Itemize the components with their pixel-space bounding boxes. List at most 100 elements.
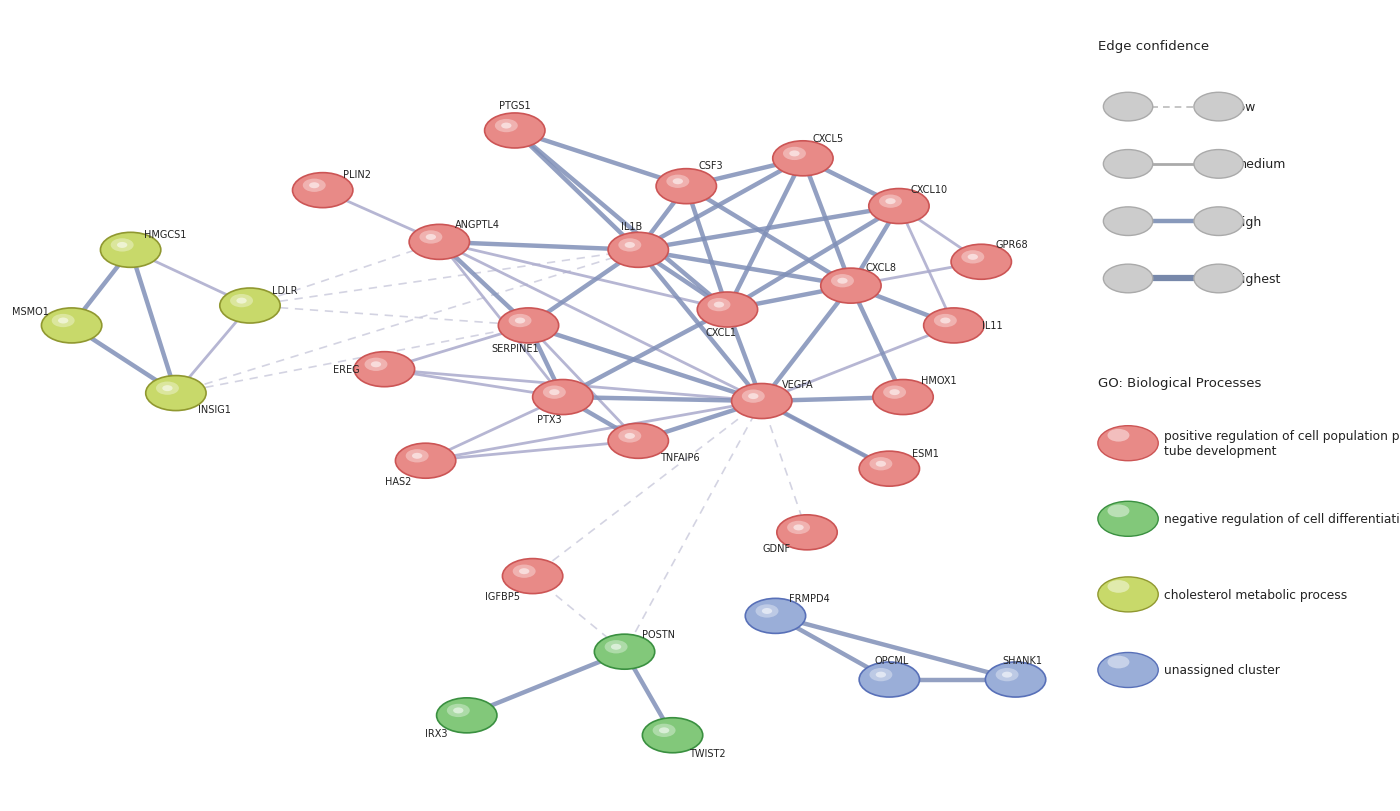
Circle shape	[773, 142, 833, 177]
Circle shape	[515, 318, 525, 324]
Circle shape	[1098, 426, 1158, 461]
Circle shape	[512, 564, 536, 578]
Circle shape	[876, 461, 886, 467]
Circle shape	[1194, 150, 1243, 179]
Circle shape	[1107, 504, 1130, 517]
Circle shape	[111, 239, 133, 252]
Text: TNFAIP6: TNFAIP6	[659, 453, 699, 462]
Text: high: high	[1235, 216, 1263, 229]
Circle shape	[714, 303, 724, 308]
Circle shape	[447, 704, 470, 717]
Circle shape	[790, 151, 799, 157]
Circle shape	[1194, 93, 1243, 122]
Text: negative regulation of cell differentiation: negative regulation of cell differentiat…	[1163, 513, 1400, 526]
Text: HAS2: HAS2	[385, 476, 412, 486]
Circle shape	[42, 308, 102, 344]
Circle shape	[101, 233, 161, 268]
Text: MSMO1: MSMO1	[13, 307, 49, 317]
Circle shape	[624, 242, 636, 249]
Circle shape	[783, 148, 806, 161]
Text: IGFBP5: IGFBP5	[484, 591, 519, 601]
Circle shape	[794, 525, 804, 530]
Circle shape	[619, 430, 641, 443]
Circle shape	[155, 382, 179, 395]
Text: ESM1: ESM1	[911, 448, 938, 458]
Text: low: low	[1235, 101, 1256, 114]
Circle shape	[437, 698, 497, 733]
Circle shape	[354, 352, 414, 387]
Text: INSIG1: INSIG1	[197, 405, 231, 414]
Text: VEGFA: VEGFA	[781, 379, 813, 389]
Text: unassigned cluster: unassigned cluster	[1163, 663, 1280, 676]
Circle shape	[748, 393, 759, 400]
Circle shape	[666, 175, 689, 189]
Circle shape	[986, 663, 1046, 697]
Circle shape	[118, 242, 127, 249]
Circle shape	[1103, 93, 1152, 122]
Circle shape	[762, 608, 773, 614]
Circle shape	[624, 433, 636, 440]
Circle shape	[1098, 653, 1158, 688]
Circle shape	[426, 234, 435, 241]
Circle shape	[787, 521, 811, 534]
Circle shape	[1194, 208, 1243, 236]
Text: cholesterol metabolic process: cholesterol metabolic process	[1163, 588, 1347, 601]
Circle shape	[608, 233, 668, 268]
Text: PLIN2: PLIN2	[343, 170, 371, 180]
Text: IRX3: IRX3	[426, 728, 448, 738]
Text: CSF3: CSF3	[699, 161, 724, 171]
Circle shape	[230, 294, 253, 308]
Circle shape	[503, 559, 563, 594]
Circle shape	[420, 231, 442, 244]
Circle shape	[532, 380, 594, 415]
Circle shape	[610, 644, 622, 650]
Circle shape	[1098, 502, 1158, 537]
Circle shape	[777, 515, 837, 550]
Circle shape	[756, 604, 778, 618]
Circle shape	[869, 189, 930, 225]
Circle shape	[732, 384, 792, 419]
Text: HMGCS1: HMGCS1	[144, 230, 186, 239]
Circle shape	[652, 723, 676, 737]
Circle shape	[707, 298, 731, 312]
Circle shape	[659, 727, 669, 733]
Circle shape	[837, 278, 847, 285]
Circle shape	[889, 389, 900, 396]
Text: positive regulation of cell population proliferation /
tube development: positive regulation of cell population p…	[1163, 430, 1400, 457]
Circle shape	[619, 239, 641, 252]
Text: medium: medium	[1235, 158, 1287, 171]
Text: SERPINE1: SERPINE1	[491, 343, 539, 354]
Circle shape	[742, 390, 764, 403]
Circle shape	[484, 114, 545, 148]
Text: EREG: EREG	[333, 365, 360, 375]
Text: GO: Biological Processes: GO: Biological Processes	[1098, 376, 1261, 389]
Text: GPR68: GPR68	[995, 240, 1028, 250]
Text: IL1B: IL1B	[620, 221, 643, 232]
Circle shape	[832, 275, 854, 288]
Circle shape	[745, 599, 805, 633]
Text: IL11: IL11	[981, 321, 1002, 331]
Circle shape	[657, 169, 717, 204]
Circle shape	[1002, 672, 1012, 678]
Circle shape	[293, 174, 353, 208]
Circle shape	[860, 663, 920, 697]
Circle shape	[498, 308, 559, 344]
Circle shape	[543, 386, 566, 399]
Circle shape	[237, 298, 246, 304]
Circle shape	[371, 362, 381, 368]
Circle shape	[879, 195, 902, 208]
Text: LDLR: LDLR	[272, 285, 297, 295]
Circle shape	[501, 123, 511, 130]
Circle shape	[409, 225, 469, 260]
Circle shape	[995, 668, 1019, 681]
Circle shape	[869, 457, 892, 471]
Text: PTX3: PTX3	[536, 414, 561, 424]
Circle shape	[395, 444, 456, 478]
Text: OPCML: OPCML	[875, 654, 909, 665]
Circle shape	[934, 315, 956, 328]
Text: FRMPD4: FRMPD4	[790, 594, 830, 603]
Circle shape	[967, 255, 979, 260]
Text: ANGPTL4: ANGPTL4	[455, 220, 500, 230]
Text: GDNF: GDNF	[763, 543, 791, 554]
Circle shape	[549, 389, 560, 396]
